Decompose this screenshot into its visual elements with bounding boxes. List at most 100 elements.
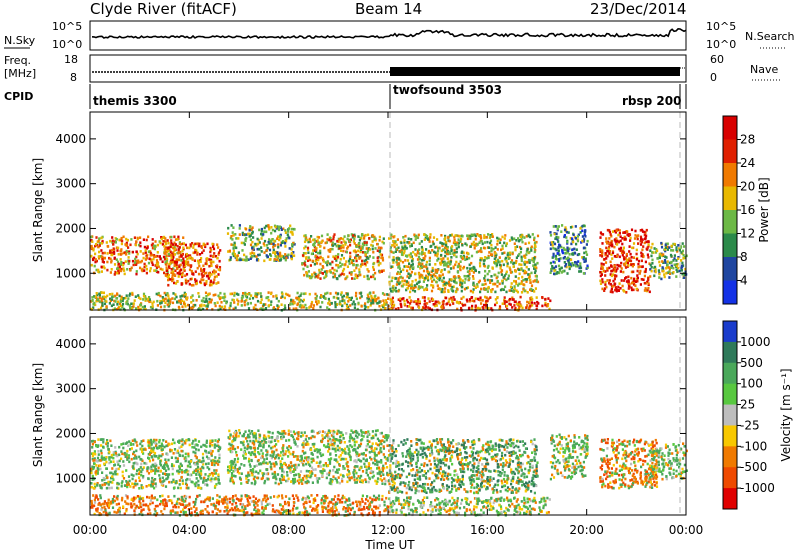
scatter-cell bbox=[317, 465, 320, 468]
scatter-cell bbox=[128, 304, 131, 307]
scatter-cell bbox=[134, 261, 137, 264]
scatter-cell bbox=[636, 237, 639, 241]
scatter-cell bbox=[277, 225, 280, 229]
scatter-cell bbox=[246, 302, 249, 306]
scatter-cell bbox=[331, 244, 335, 247]
scatter-cell bbox=[511, 252, 514, 256]
scatter-cell bbox=[223, 305, 227, 308]
scatter-cell bbox=[237, 251, 240, 254]
scatter-cell bbox=[164, 240, 167, 243]
scatter-cell bbox=[533, 271, 537, 274]
scatter-cell bbox=[140, 447, 143, 451]
scatter-cell bbox=[568, 253, 571, 256]
scatter-cell bbox=[187, 452, 190, 456]
scatter-cell bbox=[432, 284, 435, 288]
scatter-cell bbox=[618, 264, 621, 267]
scatter-cell bbox=[401, 279, 404, 283]
scatter-cell bbox=[307, 251, 310, 254]
scatter-cell bbox=[218, 304, 221, 308]
scatter-cell bbox=[325, 241, 328, 244]
scatter-cell bbox=[640, 251, 643, 255]
scatter-cell bbox=[563, 228, 567, 232]
scatter-cell bbox=[666, 245, 669, 249]
scatter-cell bbox=[162, 240, 165, 243]
scatter-cell bbox=[363, 259, 366, 263]
scatter-cell bbox=[533, 301, 536, 305]
scatter-cell bbox=[346, 292, 349, 296]
scatter-cell bbox=[209, 246, 212, 250]
noise-panel: N.Sky 10^5 10^0 N.Search 10^5 10^0 bbox=[4, 20, 795, 51]
scatter-cell bbox=[419, 273, 423, 277]
scatter-cell bbox=[335, 259, 338, 262]
scatter-cell bbox=[601, 287, 604, 291]
scatter-cell bbox=[507, 257, 510, 260]
scatter-cell bbox=[390, 300, 393, 303]
scatter-cell bbox=[189, 243, 192, 246]
scatter-cell bbox=[191, 442, 194, 445]
scatter-cell bbox=[328, 270, 331, 273]
scatter-cell bbox=[415, 302, 418, 306]
scatter-cell bbox=[290, 251, 293, 255]
scatter-cell bbox=[628, 257, 631, 260]
scatter-cell bbox=[512, 262, 515, 265]
scatter-cell bbox=[564, 226, 567, 229]
scatter-cell bbox=[551, 266, 554, 270]
scatter-cell bbox=[342, 249, 345, 253]
scatter-cell bbox=[402, 251, 406, 255]
colorbar-tick-label: 24 bbox=[740, 156, 755, 170]
scatter-cell bbox=[323, 436, 326, 439]
scatter-cell bbox=[344, 263, 347, 266]
scatter-cell bbox=[617, 285, 620, 289]
scatter-cell bbox=[622, 251, 626, 254]
scatter-cell bbox=[167, 278, 170, 282]
scatter-cell bbox=[240, 304, 243, 307]
scatter-cell bbox=[678, 269, 681, 273]
scatter-cell bbox=[208, 444, 212, 448]
scatter-cell bbox=[502, 288, 505, 291]
scatter-cell bbox=[151, 485, 154, 488]
scatter-cell bbox=[114, 270, 117, 274]
scatter-cell bbox=[391, 296, 394, 300]
scatter-cell bbox=[185, 260, 188, 263]
scatter-cell bbox=[557, 246, 560, 250]
scatter-cell bbox=[285, 256, 288, 260]
scatter-cell bbox=[163, 235, 166, 239]
scatter-cell bbox=[492, 247, 495, 251]
scatter-cell bbox=[379, 439, 382, 443]
scatter-cell bbox=[445, 281, 448, 285]
scatter-cell bbox=[326, 306, 329, 309]
scatter-cell bbox=[202, 274, 205, 277]
scatter-cell bbox=[531, 298, 534, 301]
scatter-cell bbox=[211, 443, 214, 447]
scatter-cell bbox=[135, 307, 138, 310]
scatter-cell bbox=[559, 269, 562, 272]
scatter-cell bbox=[105, 486, 108, 490]
scatter-cell bbox=[361, 242, 364, 246]
scatter-cell bbox=[655, 248, 658, 251]
scatter-cell bbox=[632, 279, 635, 282]
scatter-cell bbox=[194, 443, 197, 447]
scatter-cell bbox=[129, 448, 132, 451]
scatter-cell bbox=[363, 234, 366, 238]
scatter-cell bbox=[116, 472, 119, 476]
scatter-cell bbox=[505, 260, 508, 263]
scatter-cell bbox=[180, 275, 184, 279]
scatter-cell bbox=[208, 272, 211, 275]
scatter-cell bbox=[442, 276, 445, 280]
scatter-cell bbox=[158, 444, 161, 448]
scatter-cell bbox=[358, 246, 361, 249]
scatter-cell bbox=[486, 272, 489, 276]
scatter-cell bbox=[121, 239, 124, 243]
scatter-cell bbox=[112, 295, 115, 298]
scatter-cell bbox=[182, 246, 185, 250]
scatter-cell bbox=[160, 448, 163, 451]
scatter-cell bbox=[180, 242, 183, 246]
scatter-cell bbox=[552, 241, 555, 244]
scatter-cell bbox=[189, 277, 192, 281]
scatter-cell bbox=[535, 307, 538, 311]
scatter-cell bbox=[122, 267, 125, 270]
scatter-cell bbox=[564, 264, 567, 268]
scatter-cell bbox=[430, 297, 433, 301]
scatter-cell bbox=[147, 261, 151, 265]
scatter-cell bbox=[240, 448, 243, 451]
